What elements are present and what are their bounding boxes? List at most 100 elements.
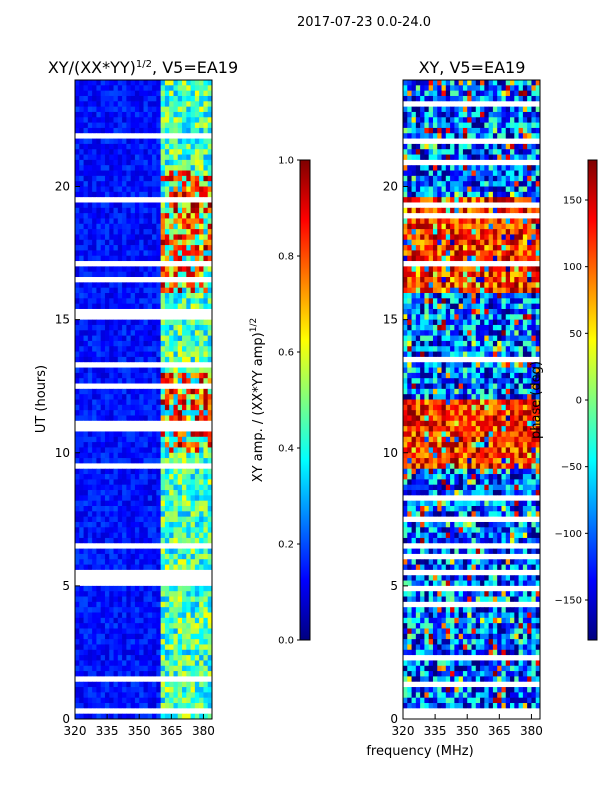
heatmap-cell	[134, 261, 140, 267]
heatmap-cell	[411, 111, 417, 118]
heatmap-cell	[437, 197, 442, 203]
heatmap-cell	[83, 287, 89, 294]
heatmap-cell	[134, 671, 140, 677]
heatmap-cell	[164, 186, 170, 193]
heatmap-cell	[441, 229, 447, 235]
heatmap-cell	[190, 245, 196, 251]
heatmap-cell	[79, 532, 84, 539]
heatmap-cell	[522, 165, 528, 171]
heatmap-cell	[407, 245, 412, 251]
heatmap-cell	[156, 580, 162, 587]
heatmap-cell	[134, 229, 140, 235]
heatmap-cell	[122, 426, 127, 432]
heatmap-cell	[100, 175, 106, 182]
heatmap-cell	[199, 585, 204, 592]
heatmap-cell	[190, 250, 196, 257]
heatmap-cell	[152, 553, 157, 560]
heatmap-cell	[194, 314, 200, 321]
heatmap-cell	[173, 95, 179, 102]
heatmap-cell	[203, 511, 209, 518]
heatmap-cell	[497, 127, 502, 134]
heatmap-cell	[96, 431, 102, 438]
heatmap-cell	[109, 559, 114, 565]
heatmap-cell	[471, 213, 477, 219]
heatmap-cell	[173, 335, 179, 342]
heatmap-cell	[109, 80, 114, 86]
heatmap-cell	[169, 330, 174, 336]
heatmap-cell	[139, 218, 144, 225]
heatmap-cell	[207, 553, 213, 560]
heatmap-cell	[441, 213, 447, 219]
heatmap-cell	[160, 458, 166, 464]
heatmap-cell	[96, 442, 102, 448]
heatmap-cell	[130, 250, 136, 257]
heatmap-cell	[462, 207, 468, 214]
heatmap-cell	[83, 479, 89, 486]
heatmap-cell	[475, 218, 481, 225]
heatmap-cell	[143, 351, 149, 358]
heatmap-cell	[75, 399, 80, 406]
heatmap-cell	[100, 314, 106, 321]
heatmap-cell	[527, 250, 532, 257]
heatmap-cell	[186, 202, 191, 209]
heatmap-cell	[156, 687, 162, 693]
heatmap-cell	[160, 191, 166, 198]
heatmap-cell	[199, 410, 204, 416]
heatmap-cell	[437, 186, 442, 193]
heatmap-cell	[104, 628, 110, 635]
heatmap-cell	[173, 234, 179, 241]
heatmap-cell	[117, 633, 123, 640]
heatmap-cell	[518, 122, 524, 129]
heatmap-cell	[130, 399, 136, 406]
heatmap-cell	[488, 154, 494, 161]
heatmap-cell	[87, 420, 93, 427]
x-tick-label: 320	[64, 724, 87, 738]
heatmap-cell	[122, 410, 127, 416]
heatmap-cell	[199, 143, 204, 150]
heatmap-cell	[109, 665, 114, 672]
heatmap-cell	[535, 165, 541, 171]
heatmap-cell	[454, 223, 460, 230]
heatmap-cell	[531, 229, 537, 235]
heatmap-cell	[420, 111, 425, 118]
heatmap-cell	[169, 644, 174, 651]
heatmap-cell	[510, 95, 515, 102]
heatmap-cell	[96, 170, 102, 177]
heatmap-cell	[420, 239, 425, 246]
heatmap-cell	[462, 122, 468, 129]
heatmap-cell	[122, 229, 127, 235]
heatmap-cell	[475, 133, 481, 139]
heatmap-cell	[203, 687, 209, 693]
heatmap-cell	[169, 580, 174, 587]
heatmap-cell	[182, 580, 187, 587]
heatmap-cell	[139, 415, 144, 422]
heatmap-cell	[143, 548, 149, 555]
heatmap-cell	[92, 633, 97, 640]
heatmap-cell	[182, 623, 187, 629]
heatmap-cell	[117, 229, 123, 235]
heatmap-cell	[147, 468, 153, 475]
heatmap-cell	[173, 229, 179, 235]
heatmap-cell	[130, 447, 136, 454]
heatmap-cell	[122, 138, 127, 145]
heatmap-cell	[518, 175, 524, 182]
heatmap-cell	[160, 250, 166, 257]
heatmap-cell	[139, 623, 144, 629]
heatmap-cell	[488, 149, 494, 155]
heatmap-cell	[194, 639, 200, 645]
heatmap-cell	[505, 159, 511, 166]
heatmap-cell	[160, 394, 166, 400]
heatmap-cell	[139, 330, 144, 336]
heatmap-cell	[147, 372, 153, 379]
heatmap-cell	[139, 436, 144, 443]
heatmap-cell	[199, 537, 204, 544]
heatmap-cell	[462, 111, 468, 118]
heatmap-cell	[203, 553, 209, 560]
heatmap-cell	[139, 245, 144, 251]
heatmap-cell	[96, 80, 102, 86]
heatmap-cell	[75, 676, 80, 683]
heatmap-cell	[147, 585, 153, 592]
heatmap-cell	[437, 250, 442, 257]
heatmap-cell	[147, 319, 153, 326]
heatmap-cell	[454, 250, 460, 257]
